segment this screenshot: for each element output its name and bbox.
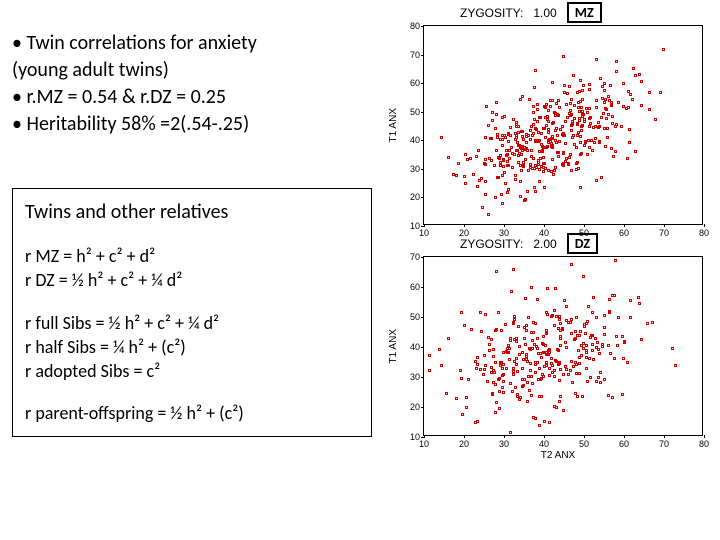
equation-line: r MZ = h² + c² + d²	[25, 244, 359, 268]
y-axis-label: T1 ANX	[388, 329, 399, 363]
bullet-line: • Twin correlations for anxiety	[12, 30, 382, 57]
box-title: Twins and other relatives	[25, 199, 359, 226]
equation-line: r full Sibs = ½ h² + c² + ¼ d²	[25, 311, 359, 335]
equation-line: r adopted Sibs = c²	[25, 359, 359, 383]
bullet-line: • r.MZ = 0.54 & r.DZ = 0.25	[12, 84, 382, 111]
plots-column: ZYGOSITY: 1.00 MZ T1 ANX 1020304050607080102…	[388, 2, 708, 461]
bullet-list: • Twin correlations for anxiety (young a…	[12, 30, 382, 138]
bullet-line: • Heritability 58% =2(.54-.25)	[12, 111, 382, 138]
scatter-plot: 10203040506070801020304050607080	[423, 25, 703, 225]
zygosity-value: 2.00	[533, 237, 556, 251]
scatter-plot: 102030405060701020304050607080	[423, 256, 703, 436]
equation-line: r half Sibs = ¼ h² + (c²)	[25, 335, 359, 359]
zygosity-label: ZYGOSITY:	[460, 6, 523, 20]
bullet-line: (young adult twins)	[12, 57, 382, 84]
x-axis-label: T2 ANX	[408, 450, 708, 461]
zygosity-label: ZYGOSITY:	[460, 237, 523, 251]
equation-line: r parent-offspring = ½ h² + (c²)	[25, 401, 359, 425]
equations-box: Twins and other relatives r MZ = h² + c²…	[12, 188, 372, 437]
zygosity-value: 1.00	[533, 6, 556, 20]
y-axis-label: T1 ANX	[388, 108, 399, 142]
zygosity-box: MZ	[567, 2, 602, 23]
equation-line: r DZ = ½ h² + c² + ¼ d²	[25, 268, 359, 292]
